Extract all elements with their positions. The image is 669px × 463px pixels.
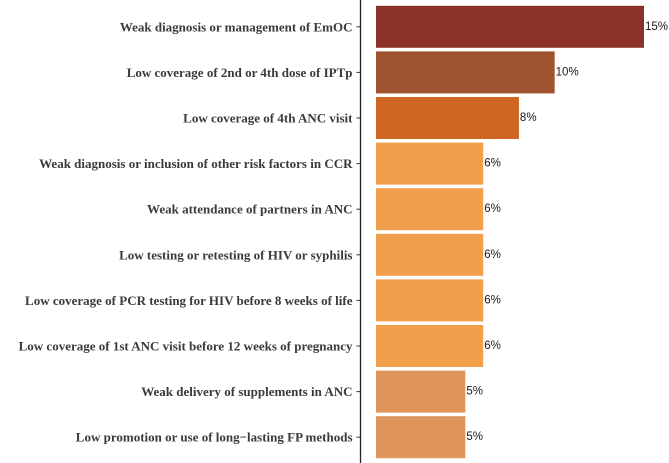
category-label-3: Low coverage of 4th ANC visit xyxy=(183,111,353,126)
bar-3 xyxy=(376,97,519,139)
bar-1 xyxy=(376,5,644,48)
value-label-10: 5% xyxy=(466,431,483,443)
category-label-6: Low testing or retesting of HIV or syphi… xyxy=(119,247,352,262)
value-label-9: 5% xyxy=(466,386,483,398)
value-label-7: 6% xyxy=(484,294,501,306)
bar-2 xyxy=(376,51,555,94)
value-label-2: 10% xyxy=(556,66,579,78)
category-label-4: Weak diagnosis or inclusion of other ris… xyxy=(39,156,353,171)
category-label-9: Weak delivery of supplements in ANC xyxy=(141,384,352,399)
category-label-5: Weak attendance of partners in ANC xyxy=(147,202,352,217)
value-label-8: 6% xyxy=(484,340,501,352)
value-label-4: 6% xyxy=(484,158,501,170)
category-labels-group: Weak diagnosis or management of EmOC Low … xyxy=(19,19,354,444)
bars-group xyxy=(376,5,644,459)
bar-10 xyxy=(376,416,466,459)
value-label-5: 6% xyxy=(484,203,501,215)
category-label-1: Weak diagnosis or management of EmOC xyxy=(120,19,353,34)
bar-5 xyxy=(376,188,484,231)
bar-4 xyxy=(376,142,484,185)
value-labels-group: 15% 10% 8% 6% 6% 6% 6% 6% 5% 5% xyxy=(466,21,668,443)
value-label-1: 15% xyxy=(645,21,668,33)
bar-8 xyxy=(376,325,484,367)
category-label-10: Low promotion or use of long−lasting FP … xyxy=(76,430,353,445)
category-label-2: Low coverage of 2nd or 4th dose of IPTp xyxy=(127,65,353,80)
category-label-7: Low coverage of PCR testing for HIV befo… xyxy=(25,293,353,308)
value-label-3: 8% xyxy=(520,112,537,124)
y-ticks-group xyxy=(356,26,361,438)
bar-7 xyxy=(376,279,484,322)
category-label-8: Low coverage of 1st ANC visit before 12 … xyxy=(19,339,353,354)
bar-9 xyxy=(376,370,466,413)
value-label-6: 6% xyxy=(484,249,501,261)
bar-6 xyxy=(376,233,484,276)
